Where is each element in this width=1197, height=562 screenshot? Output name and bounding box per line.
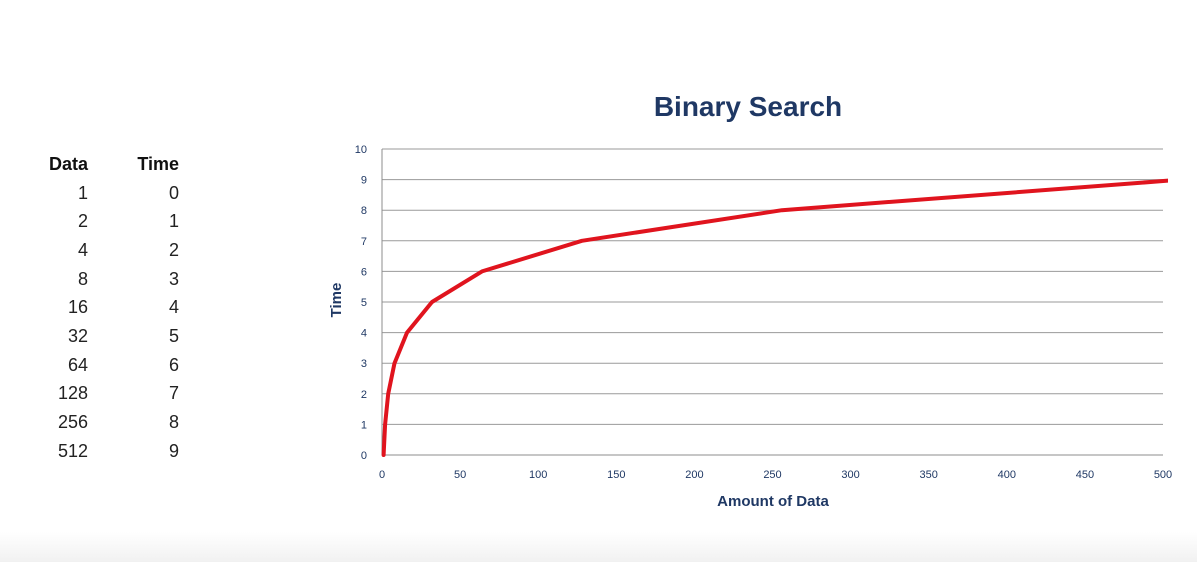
y-tick-label: 9: [361, 175, 367, 187]
chart-series: [381, 178, 1168, 457]
y-tick-label: 2: [361, 389, 367, 401]
y-axis-ticks: 0 1 2 3 4 5 6 7 8 9 10: [355, 144, 367, 462]
table-row: 32 5: [30, 322, 179, 351]
series-line: [381, 178, 1168, 457]
y-axis-title: Time: [328, 283, 345, 318]
cell-data: 16: [67, 297, 88, 318]
cell-data: 64: [67, 354, 88, 375]
cell-time: 2: [168, 239, 179, 260]
y-tick-label: 10: [355, 144, 367, 156]
x-axis-ticks: 0 50 100 150 200 250 300 350 400 450 500: [379, 469, 1172, 481]
x-tick-label: 50: [454, 469, 466, 481]
table-row: 128 7: [30, 380, 179, 409]
cell-time: 9: [168, 440, 179, 461]
x-tick-label: 450: [1076, 469, 1094, 481]
y-tick-label: 4: [361, 328, 367, 340]
chart-title: Binary Search: [654, 91, 842, 122]
x-tick-label: 500: [1154, 469, 1172, 481]
x-tick-label: 400: [998, 469, 1016, 481]
cell-time: 5: [168, 325, 179, 346]
cell-time: 1: [168, 211, 179, 232]
cell-data: 1: [77, 182, 88, 203]
cell-time: 4: [168, 297, 179, 318]
bottom-fade: [0, 532, 1197, 562]
cell-time: 3: [168, 268, 179, 289]
x-tick-label: 300: [841, 469, 859, 481]
y-tick-label: 6: [361, 266, 367, 278]
x-tick-label: 200: [685, 469, 703, 481]
x-tick-label: 150: [607, 469, 625, 481]
y-tick-label: 8: [361, 205, 367, 217]
cell-data: 4: [77, 239, 88, 260]
x-tick-label: 100: [529, 469, 547, 481]
cell-data: 2: [77, 211, 88, 232]
y-tick-label: 5: [361, 297, 367, 309]
y-tick-label: 3: [361, 358, 367, 370]
cell-data: 8: [77, 268, 88, 289]
cell-time: 0: [168, 182, 179, 203]
header-data: Data: [48, 153, 88, 174]
y-tick-label: 1: [361, 419, 367, 431]
table-row: 16 4: [30, 293, 179, 322]
cell-time: 7: [168, 383, 179, 404]
header-time: Time: [137, 153, 179, 174]
cell-data: 512: [57, 440, 88, 461]
cell-data: 128: [57, 383, 88, 404]
data-time-table: Data Time 1 0 2 1 4 2 8 3 16 4 32 5 64 6 128 7 256 8 512 9: [30, 150, 179, 466]
table-row: 256 8: [30, 408, 179, 437]
x-tick-label: 250: [763, 469, 781, 481]
x-axis-title: Amount of Data: [717, 493, 829, 510]
table-header-row: Data Time: [30, 150, 179, 179]
cell-data: 256: [57, 412, 88, 433]
x-tick-label: 350: [920, 469, 938, 481]
cell-data: 32: [67, 325, 88, 346]
table-body: 1 0 2 1 4 2 8 3 16 4 32 5 64 6 128 7 256 8 512 9: [30, 179, 179, 466]
cell-time: 6: [168, 354, 179, 375]
chart-gridlines: [381, 148, 1163, 456]
x-tick-label: 0: [379, 469, 385, 481]
y-tick-label: 0: [361, 450, 367, 462]
y-tick-label: 7: [361, 236, 367, 248]
table-row: 64 6: [30, 351, 179, 380]
table-row: 512 9: [30, 437, 179, 466]
cell-time: 8: [168, 412, 179, 433]
